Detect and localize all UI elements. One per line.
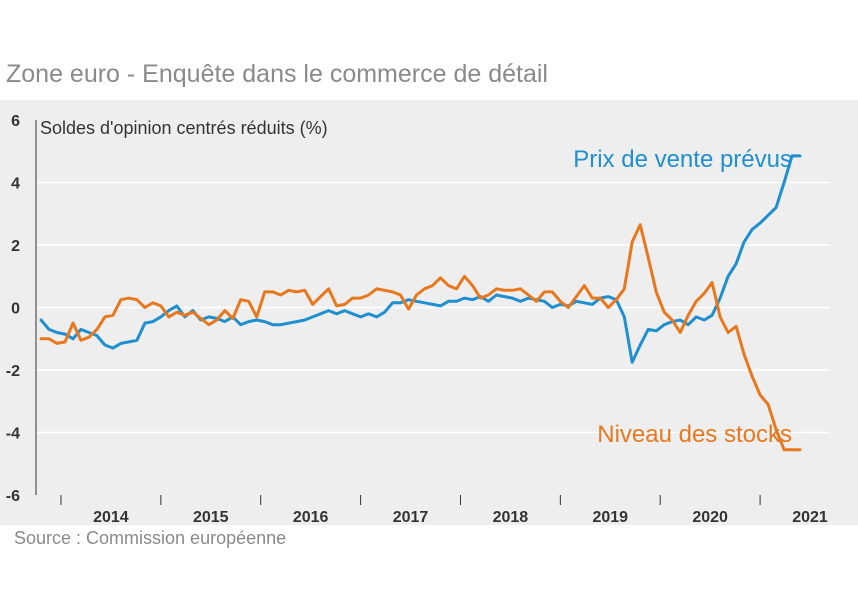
series-label-stocks: Niveau des stocks (597, 421, 792, 448)
series-line-stocks (39, 223, 802, 452)
y-tick-label: 4 (11, 176, 20, 193)
x-tick-label: 2015 (193, 509, 229, 526)
y-tick-label: 6 (11, 113, 20, 130)
x-tick-label: 2014 (93, 509, 129, 526)
x-tick-label: 2017 (393, 509, 429, 526)
y-tick-label: -6 (6, 488, 20, 505)
y-tick-label: 0 (11, 301, 20, 318)
y-axis-label: Soldes d'opinion centrés réduits (%) (40, 118, 328, 138)
x-axis-ticks: 2014 2015 2016 2017 2018 2019 2020 2021 (60, 495, 828, 526)
y-tick-label: -4 (6, 426, 20, 443)
x-tick-label: 2018 (493, 509, 529, 526)
x-tick-label: 2016 (293, 509, 329, 526)
chart-title: Zone euro - Enquête dans le commerce de … (6, 60, 548, 88)
x-tick-label: 2021 (792, 509, 828, 526)
series-group (39, 154, 802, 452)
source-note: Source : Commission européenne (14, 528, 287, 548)
y-tick-label: 2 (11, 238, 20, 255)
gridlines (36, 181, 830, 434)
y-axis-ticks: 6 4 2 0 -2 -4 -6 (6, 113, 20, 505)
y-tick-label: -2 (6, 363, 20, 380)
series-label-prix: Prix de vente prévus (573, 146, 792, 173)
x-tick-label: 2019 (592, 509, 628, 526)
x-tick-label: 2020 (692, 509, 728, 526)
